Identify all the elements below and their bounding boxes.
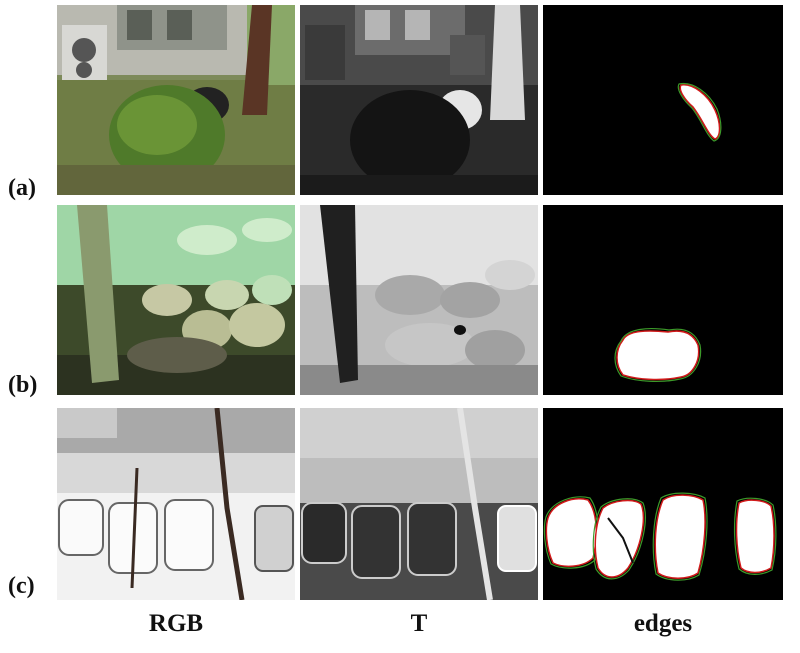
edges-image-b [543, 205, 783, 395]
edges-image-a [543, 5, 783, 195]
rgb-image-b [57, 205, 295, 395]
thermal-image-c [300, 408, 538, 600]
row-label-c: (c) [8, 573, 35, 599]
thermal-image-b [300, 205, 538, 395]
rgb-image-c [57, 408, 295, 600]
column-label-rgb: RGB [148, 610, 204, 637]
rgb-image-a [57, 5, 295, 195]
edges-image-c [543, 408, 783, 600]
thermal-image-a [300, 5, 538, 195]
column-label-edges: edges [633, 610, 693, 637]
row-label-a: (a) [8, 175, 36, 201]
row-label-b: (b) [8, 372, 38, 398]
column-label-t: T [410, 610, 428, 637]
